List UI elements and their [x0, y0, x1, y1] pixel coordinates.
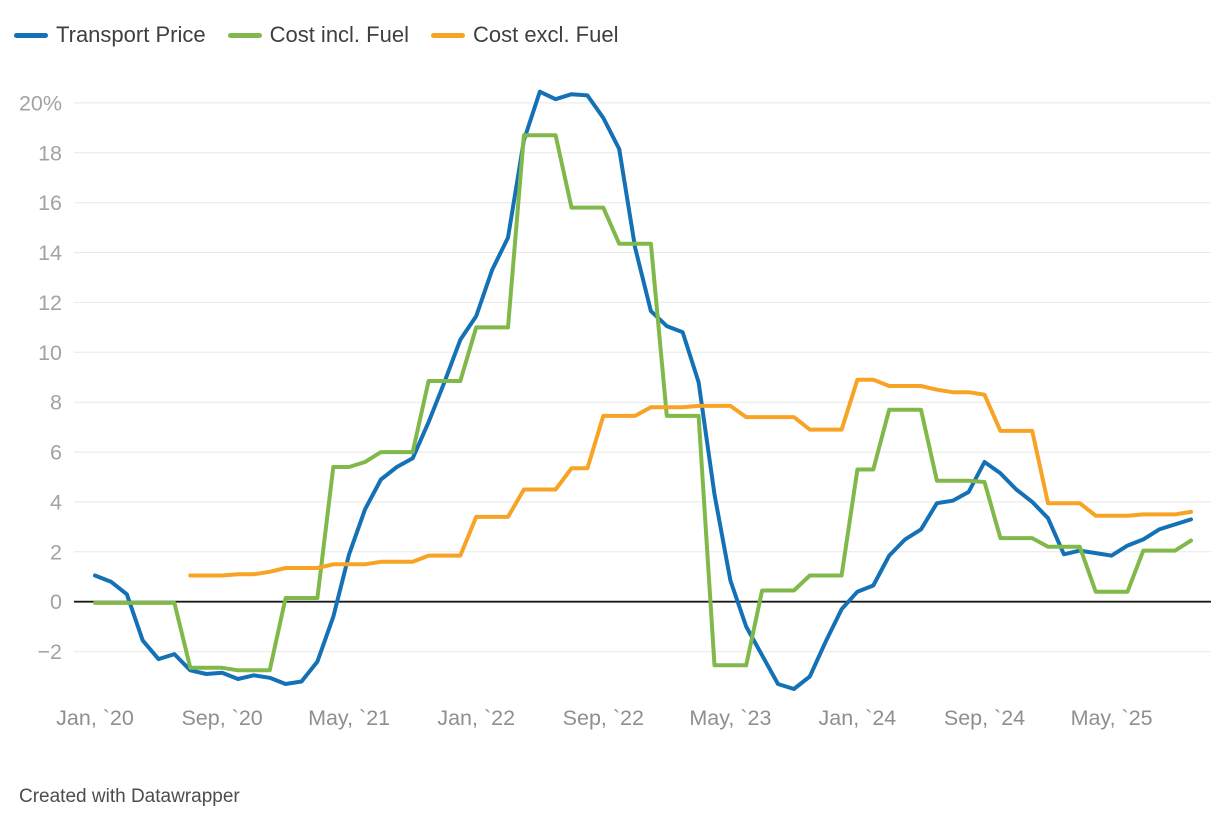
y-tick-label: 10	[38, 341, 62, 365]
y-tick-label: 0	[50, 590, 62, 614]
x-tick-label: May, `21	[308, 706, 390, 730]
y-tick-label: −2	[37, 640, 62, 664]
y-tick-label: 14	[38, 241, 62, 265]
series-line-cost-incl-fuel[interactable]	[93, 133, 1193, 673]
cost-excl-fuel-swatch	[430, 32, 465, 38]
legend-item-cost-excl-fuel: Cost excl. Fuel	[430, 22, 619, 48]
x-tick-label: Sep, `24	[944, 706, 1025, 730]
datawrapper-attribution[interactable]: Created with Datawrapper	[19, 786, 240, 807]
x-tick-label: Jan, `22	[437, 706, 515, 730]
cost-incl-fuel-swatch	[227, 32, 262, 38]
legend: Transport Price Cost incl. Fuel Cost exc…	[14, 22, 640, 48]
x-tick-label: May, `25	[1071, 706, 1153, 730]
x-tick-label: Sep, `20	[181, 706, 262, 730]
x-tick-label: Jan, `20	[56, 706, 134, 730]
x-tick-label: Jan, `24	[819, 706, 897, 730]
legend-label-cost-incl-fuel: Cost incl. Fuel	[269, 22, 409, 47]
legend-label-cost-excl-fuel: Cost excl. Fuel	[472, 22, 619, 47]
y-tick-label: 6	[50, 441, 62, 465]
line-chart-plot: 20% 18 16 14 12 10 8 6 4 2 0 −2 Jan, `20 Sep, `20 May,…	[19, 89, 1211, 730]
legend-label-transport-price: Transport Price	[56, 22, 206, 47]
y-tick-label: 2	[50, 540, 62, 564]
y-tick-label: 16	[38, 191, 62, 215]
y-tick-label: 12	[38, 291, 62, 315]
x-tick-label: Sep, `22	[563, 706, 644, 730]
y-tick-label: 20%	[19, 91, 62, 115]
x-tick-label: May, `23	[689, 706, 771, 730]
legend-item-transport-price: Transport Price	[14, 22, 206, 48]
transport-price-swatch	[14, 32, 48, 38]
y-tick-label: 4	[50, 490, 62, 514]
series-line-cost-excl-fuel[interactable]	[188, 377, 1193, 578]
y-tick-label: 8	[50, 391, 62, 415]
y-tick-label: 18	[38, 141, 62, 165]
legend-item-cost-incl-fuel: Cost incl. Fuel	[227, 22, 409, 48]
series-line-transport-price[interactable]	[93, 89, 1193, 691]
